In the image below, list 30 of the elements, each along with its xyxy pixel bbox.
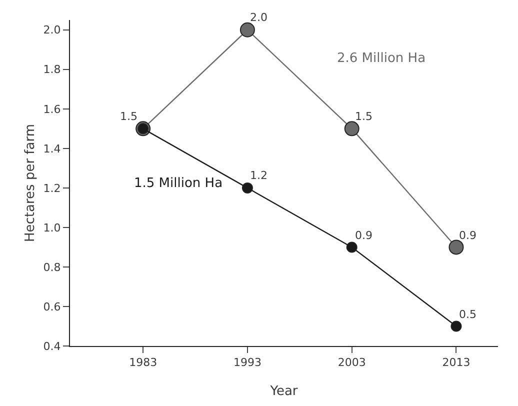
x-tick-label: 1993 — [233, 356, 262, 370]
series-label: 1.5 Million Ha — [134, 176, 223, 191]
point — [450, 320, 462, 332]
point — [242, 182, 253, 194]
point — [240, 22, 255, 38]
data-label: 1.5 — [355, 110, 372, 123]
y-tick-label: 1.2 — [43, 182, 61, 195]
text: 2.6 Million Ha — [337, 51, 426, 66]
x-tick-label: 2013 — [442, 356, 470, 370]
y-tick-label: 2.0 — [43, 24, 61, 37]
data-label: 1.2 — [250, 169, 268, 182]
y-tick-label: 1.6 — [43, 102, 61, 116]
point — [448, 240, 464, 255]
point — [346, 242, 358, 253]
y-tick-label: 1.8 — [43, 63, 61, 76]
data-label: 1.5 — [120, 110, 138, 123]
data-label: 2.0 — [250, 11, 268, 24]
x-tick-label: 2003 — [338, 356, 366, 370]
y-tick-label: 0.6 — [43, 300, 61, 314]
y-axis-title: Hectares per farm — [23, 124, 38, 242]
y-tick-label: 0.4 — [43, 340, 61, 353]
y-tick-label: 0.8 — [43, 260, 61, 274]
point — [344, 121, 360, 136]
data-label: 0.9 — [459, 229, 476, 242]
x-axis-title: Year — [269, 384, 298, 399]
data-label: 0.9 — [355, 229, 372, 242]
y-tick-label: 1.4 — [43, 142, 61, 156]
data-label: 0.5 — [459, 308, 476, 321]
y-tick-label: 1.0 — [43, 221, 61, 234]
x-tick-label: 1983 — [129, 356, 158, 370]
